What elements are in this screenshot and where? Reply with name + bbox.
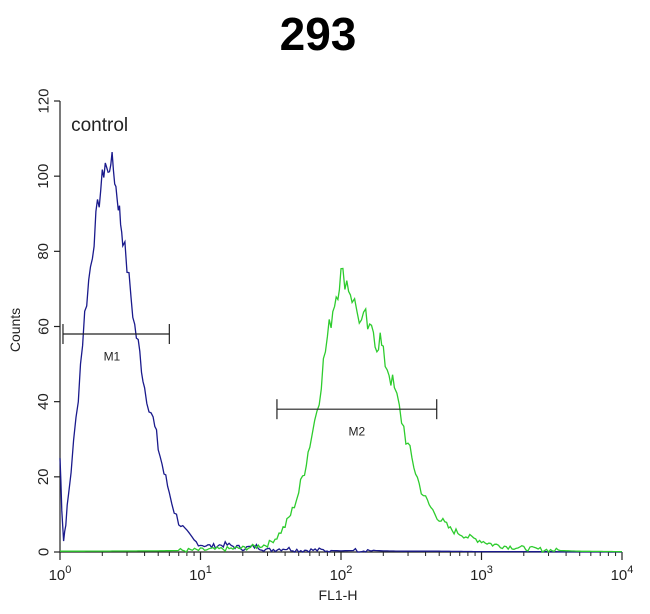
gate-label-m1: M1: [104, 349, 121, 363]
y-tick-label: 0: [35, 548, 52, 556]
x-tick-exponent: 4: [627, 564, 633, 576]
gate-label-m2: M2: [348, 424, 365, 438]
y-tick-label: 40: [35, 393, 52, 410]
y-tick-label: 60: [35, 318, 52, 335]
y-axis-label: Counts: [7, 308, 23, 352]
annotation-layer: control M1: [71, 115, 128, 363]
y-tick-label: 100: [35, 164, 52, 189]
x-tick-base: 10: [470, 567, 487, 584]
x-tick-exponent: 1: [206, 564, 212, 576]
y-tick-label: 20: [35, 468, 52, 485]
x-tick-base: 10: [611, 567, 628, 584]
x-tick-label: 102: [330, 564, 353, 584]
x-tick-base: 10: [330, 567, 347, 584]
y-ticks: 0 20 40 60 80 100 120: [35, 88, 60, 556]
y-tick-label: 80: [35, 243, 52, 260]
series-line-2: [60, 267, 622, 554]
gate-layer: M2: [62, 324, 438, 438]
chart-title: 293: [280, 8, 357, 60]
x-tick-label: 103: [470, 564, 493, 584]
x-tick-label: 100: [49, 564, 72, 584]
x-tick-base: 10: [49, 567, 66, 584]
x-ticks: 100 101 102 103 104: [49, 552, 634, 584]
x-tick-label: 101: [189, 564, 212, 584]
control-annotation: control: [71, 115, 128, 136]
x-tick-base: 10: [189, 567, 206, 584]
x-tick-exponent: 0: [65, 564, 71, 576]
series-line-1: [59, 152, 622, 553]
plot-area: [59, 101, 622, 553]
x-tick-label: 104: [611, 564, 634, 584]
series-layer: [59, 152, 622, 554]
x-tick-exponent: 3: [487, 564, 493, 576]
x-axis-label: FL1-H: [319, 587, 358, 603]
x-tick-exponent: 2: [346, 564, 352, 576]
y-tick-label: 120: [35, 88, 52, 113]
